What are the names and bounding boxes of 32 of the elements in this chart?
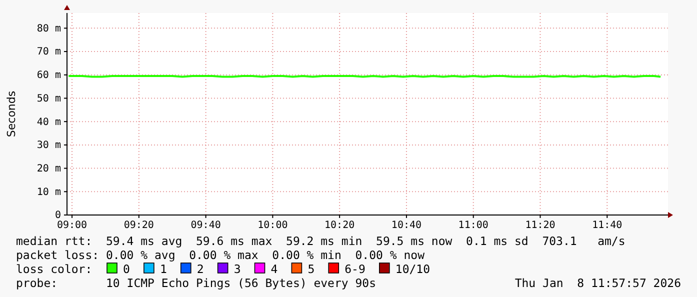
legend-label: 0 xyxy=(123,262,130,276)
y-tick-label: 40 m xyxy=(36,116,61,128)
legend-label: 2 xyxy=(196,262,204,276)
legend-label: 1 xyxy=(160,262,167,276)
x-tick-label: 10:00 xyxy=(258,220,288,232)
x-tick-label: 09:00 xyxy=(56,220,88,232)
legend-label: 10/10 xyxy=(395,262,430,276)
text: probe: 10 ICMP Echo Pings (56 Bytes) every 90s xyxy=(16,276,376,290)
legend-label: 3 xyxy=(234,262,241,276)
y-tick-label: 30 m xyxy=(36,140,61,152)
y-tick-label: 60 m xyxy=(36,70,61,82)
text: packet loss: 0.00 % avg 0.00 % max 0.00 % min 0.00 % now xyxy=(16,248,425,262)
y-tick-label: 20 m xyxy=(36,163,61,174)
y-tick-label: 0 xyxy=(54,210,61,222)
legend-label: 6-9 xyxy=(344,262,366,276)
x-tick-label: 11:20 xyxy=(525,220,556,232)
x-tick-label: 10:20 xyxy=(324,220,355,232)
legend-label: 4 xyxy=(270,262,278,276)
x-tick-label: 11:00 xyxy=(458,220,488,232)
y-tick-label: 10 m xyxy=(36,186,61,198)
legend-label: 5 xyxy=(308,262,315,276)
text: Thu Jan 8 11:57:57 2026 xyxy=(514,276,682,290)
x-tick-label: 09:20 xyxy=(124,220,154,232)
x-tick-label: 10:40 xyxy=(391,220,422,232)
y-tick-label: 70 m xyxy=(36,46,61,58)
x-tick-label: 11:40 xyxy=(592,220,622,232)
y-tick-label: 80 m xyxy=(36,23,61,34)
legend-title: loss color: xyxy=(16,262,92,276)
y-axis-title: Seconds xyxy=(5,90,18,138)
y-tick-label: 50 m xyxy=(36,93,61,104)
text: median rtt: 59.4 ms avg 59.6 ms max 59.2 ms min 59.5 ms now 0.1 ms sd 703.1 am/s xyxy=(16,234,626,248)
x-tick-label: 09:40 xyxy=(190,220,221,232)
